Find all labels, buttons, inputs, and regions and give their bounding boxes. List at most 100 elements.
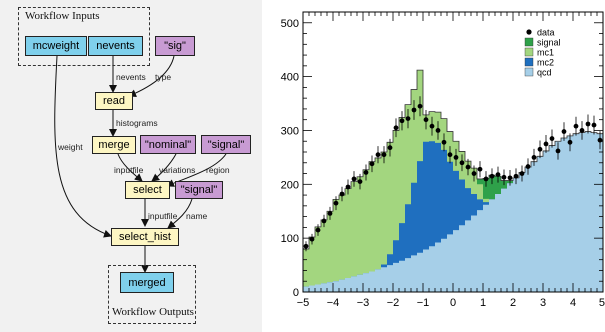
data-point [339,191,345,197]
data-point [543,141,549,147]
data-point [567,139,573,145]
node-select-hist[interactable]: select_hist [111,228,179,246]
data-point [333,200,339,206]
data-point [363,170,369,175]
data-point [369,161,375,167]
workflow-diagram: Workflow Inputs Workflow Outputs mcweigh… [0,0,262,332]
node-sig[interactable]: "sig" [155,36,195,56]
data-point [585,121,591,127]
data-point [411,107,417,113]
outputs-cluster [108,265,196,324]
legend-mc2-swatch [524,57,534,67]
data-point [381,152,387,158]
node-select[interactable]: select [125,181,170,199]
data-point [477,166,483,172]
x-tick-label: 1 [480,297,486,309]
node-merged[interactable]: merged [120,272,174,293]
legend-mc2-label: mc2 [537,58,554,68]
data-point [405,116,411,122]
data-point [453,154,459,160]
data-point [591,122,597,128]
edge-label-region: region [206,165,230,175]
data-point [459,160,465,166]
data-point [537,146,543,152]
edge-label-inputfile-select: inputfile [148,211,178,221]
edge-signal-region-select [166,153,227,187]
data-points [303,96,603,252]
data-point [447,152,453,158]
y-tick-label: 0 [293,287,299,299]
edge-label-inputfile-merge: inputfile [114,165,144,175]
data-point [309,236,315,242]
edge-sig-read [128,55,175,97]
y-tick-label: 300 [281,125,299,137]
data-point [465,164,471,170]
data-point [321,218,327,224]
workflow-edges [54,55,227,273]
edge-label-variations: variations [159,165,196,175]
histogram-chart: 0 100 200 300 400 500 −5 −4 −3 −2 −1 0 1 2 3 4 5 datasig… [281,11,605,309]
outputs-cluster-title: Workflow Outputs [112,306,194,318]
data-point [393,125,399,131]
x-tick-label: −2 [387,297,400,309]
y-tick-label: 200 [281,179,299,191]
data-point [387,145,393,151]
legend-signal-label: signal [537,38,561,48]
inputs-cluster-title: Workflow Inputs [25,10,100,22]
y-tick-label: 500 [281,18,299,30]
x-tick-label: −1 [417,297,430,309]
data-point [555,148,561,154]
stack-fills [303,69,603,293]
node-read[interactable]: read [95,92,133,110]
y-tick-label: 100 [281,233,299,245]
edge-label-name: name [186,211,208,221]
data-point [423,117,429,123]
data-point [345,184,351,190]
legend-qcd-label: qcd [537,68,552,78]
data-point [417,103,423,109]
data-point [495,172,501,178]
node-mcweight[interactable]: mcweight [25,36,87,56]
inputs-cluster [18,7,150,66]
x-tick-label: 4 [570,297,576,309]
data-point [303,243,309,249]
legend-data-marker [526,29,532,35]
axes: 0 100 200 300 400 500 −5 −4 −3 −2 −1 0 1 2 3 4 5 [281,11,605,309]
node-merge[interactable]: merge [92,136,136,154]
legend-mc1-swatch [524,47,534,57]
data-point [357,179,363,185]
edge-label-histograms: histograms [116,118,158,128]
edge-merge-select [117,153,143,182]
node-signal-name[interactable]: "signal" [175,181,223,199]
legend-signal-swatch [524,37,534,47]
node-nominal[interactable]: "nominal" [140,135,196,154]
data-point [561,129,567,134]
data-point [531,154,537,160]
edge-label-weight: weight [58,142,83,152]
data-point [507,175,513,181]
data-point [429,123,435,129]
data-point [471,171,477,176]
x-tick-label: 5 [599,297,605,309]
legend-data-label: data [537,28,555,38]
data-point [483,176,489,182]
data-point [441,139,447,145]
legend-qcd-swatch [524,67,534,77]
node-nevents[interactable]: nevents [88,36,143,56]
edge-mcweight-select-hist [54,55,112,238]
data-point [315,227,321,233]
data-point [435,128,441,133]
edge-label-nevents: nevents [116,72,146,82]
data-point [501,174,507,180]
x-tick-label: −3 [357,297,370,309]
edge-label-type: type [155,72,172,82]
node-signal-region[interactable]: "signal" [201,135,251,154]
legend-mc1-label: mc1 [537,48,554,58]
data-point [375,152,381,158]
data-point [579,128,585,133]
data-point [399,118,405,124]
data-point [351,176,357,182]
data-point [597,137,603,143]
x-tick-label: 2 [510,297,516,309]
